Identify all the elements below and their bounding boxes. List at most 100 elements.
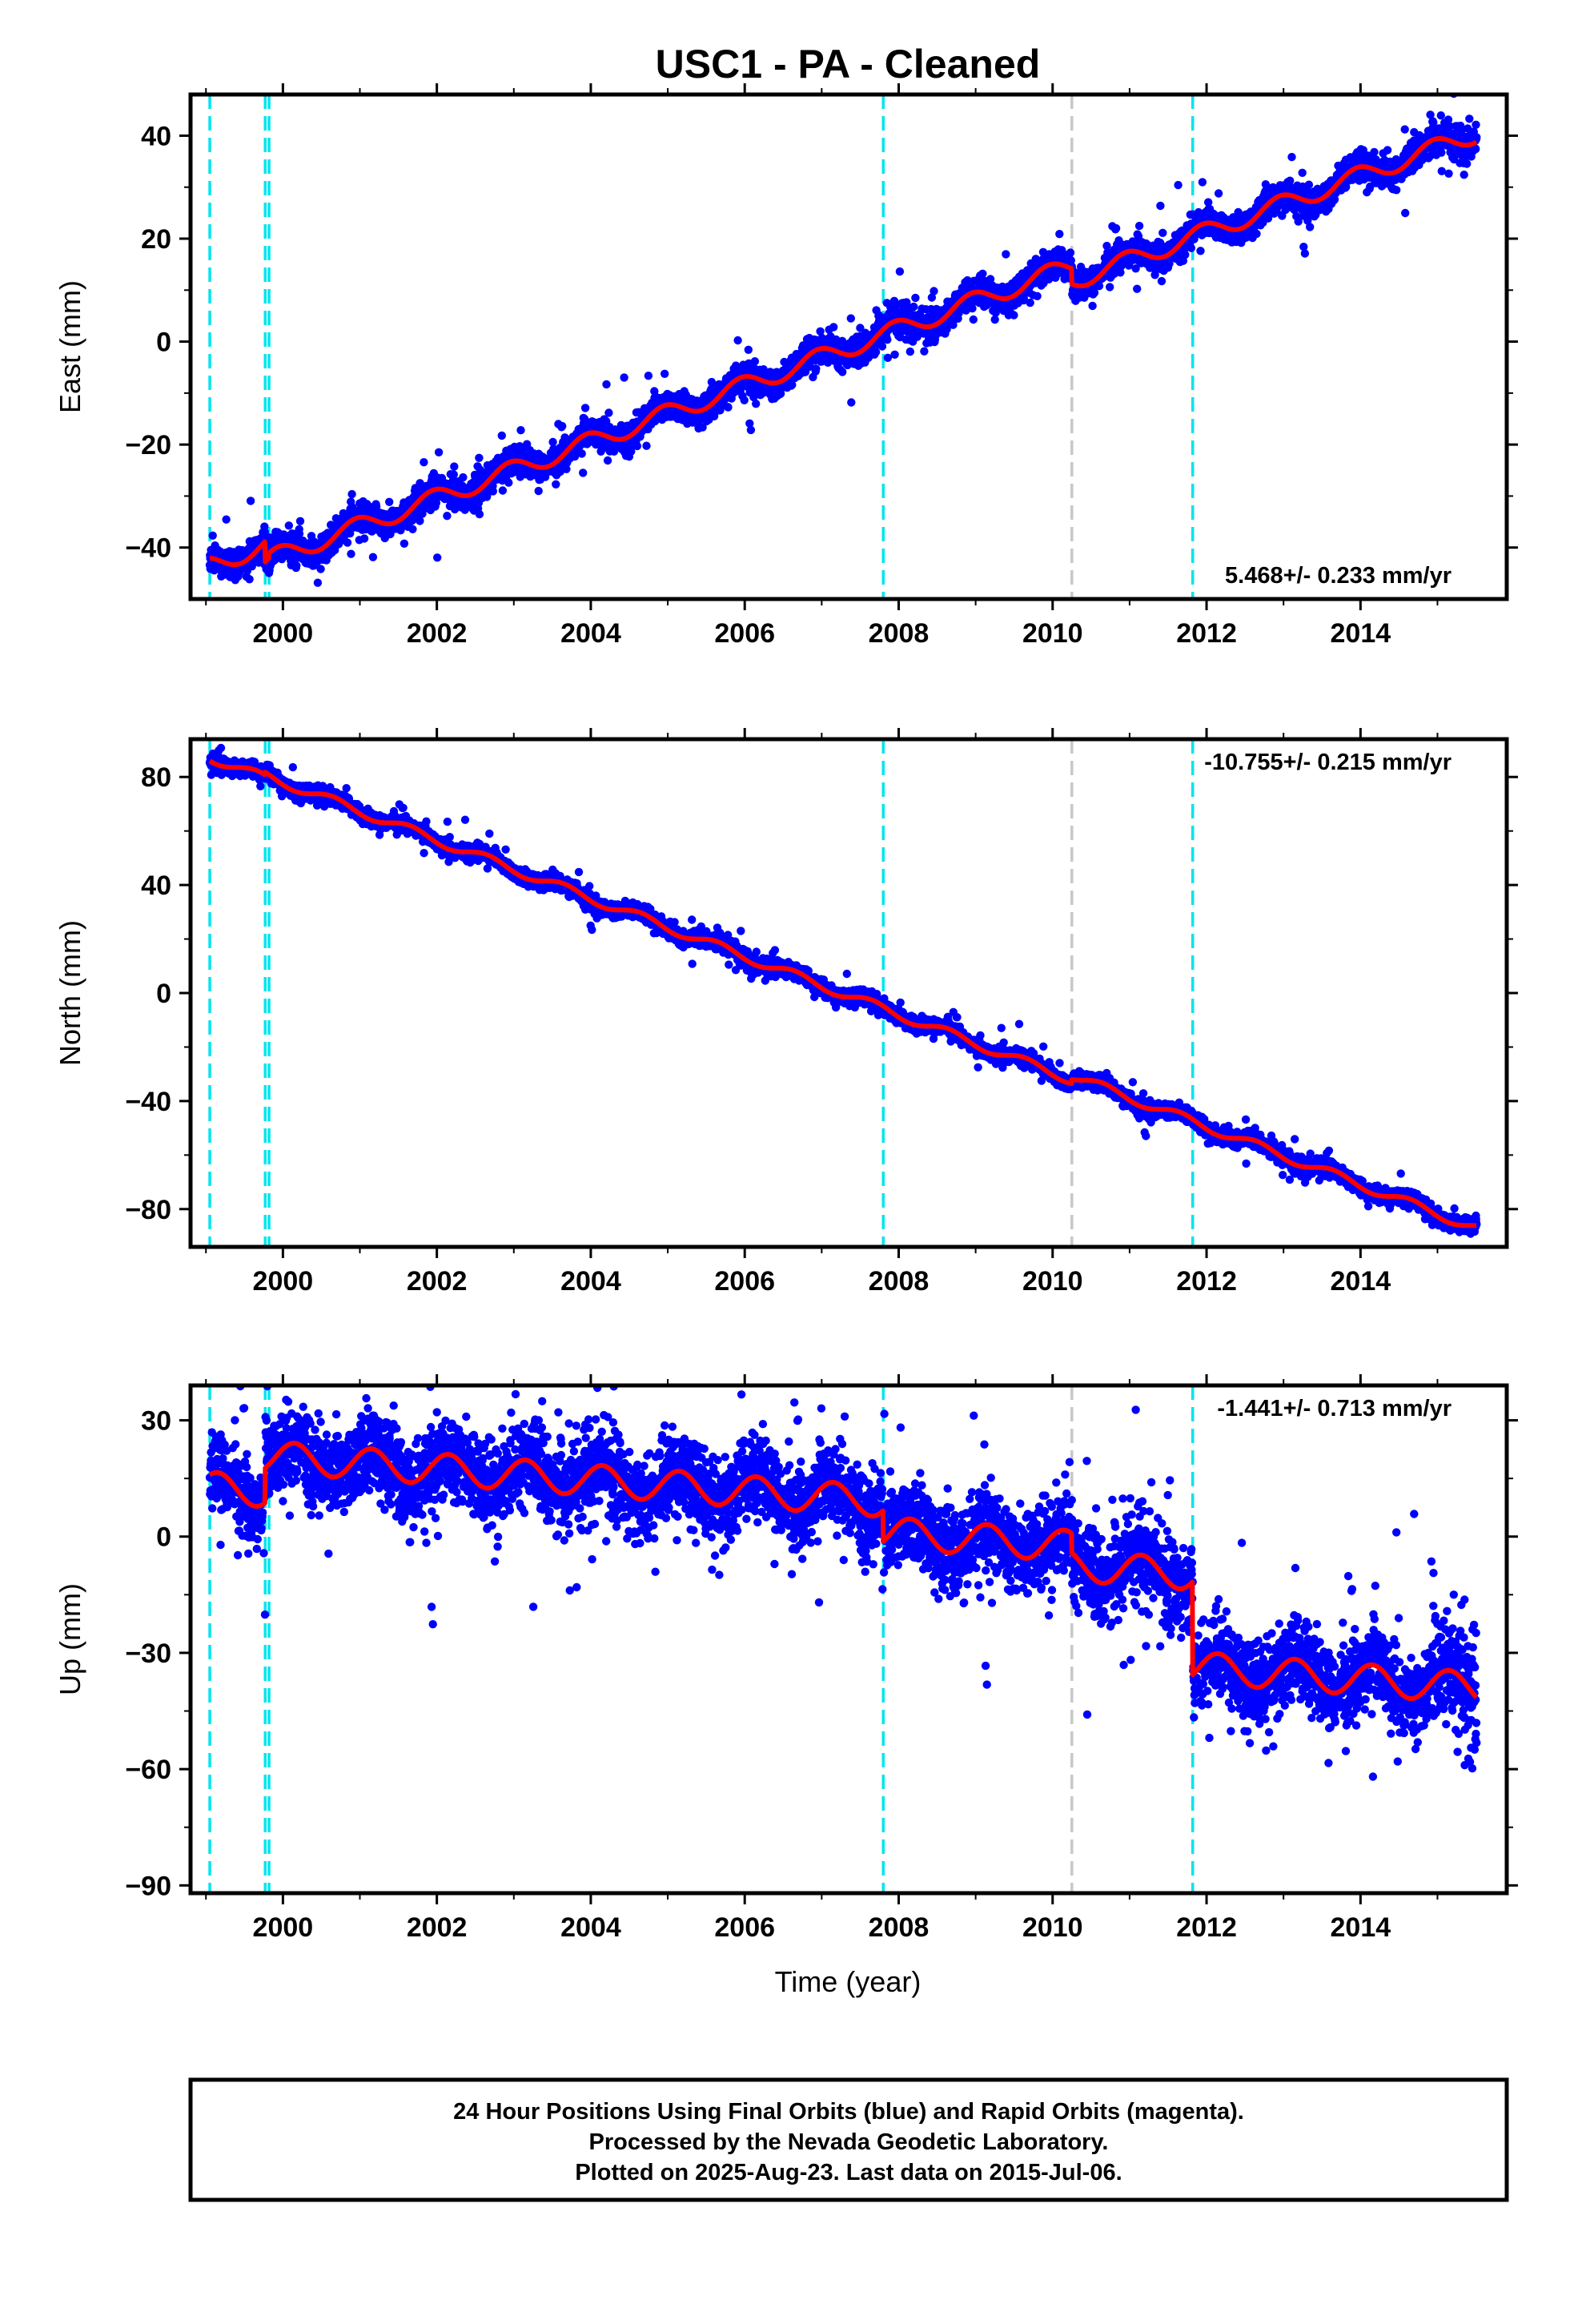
data-point: [883, 336, 892, 344]
data-point: [1287, 152, 1296, 162]
data-point: [347, 489, 356, 499]
panel-east: 2000 2002 2004 2006 2008 2010 2012 2014−40−2002…: [54, 83, 1518, 649]
data-point: [400, 539, 409, 548]
data-point: [1133, 284, 1142, 293]
data-point: [1300, 249, 1310, 258]
data-point: [577, 449, 586, 458]
data-point: [579, 468, 588, 477]
data-point: [1106, 283, 1114, 292]
data-point: [744, 345, 753, 354]
data-point: [620, 373, 628, 382]
data-point: [724, 403, 733, 412]
data-point: [292, 561, 301, 570]
data-point: [450, 462, 459, 471]
data-point: [1252, 229, 1261, 239]
data-point: [359, 534, 369, 543]
data-point: [246, 497, 255, 505]
data-point: [408, 525, 417, 533]
data-point: [475, 509, 484, 519]
data-point: [497, 431, 506, 440]
panels: 2000 2002 2004 2006 2008 2010 2012 2014−40−2002…: [54, 83, 1518, 1943]
data-point: [746, 425, 756, 435]
data-point: [316, 565, 325, 573]
data-point: [208, 531, 217, 540]
data-point: [245, 575, 254, 584]
data-point: [443, 512, 452, 521]
data-point: [968, 304, 977, 313]
data-point: [644, 372, 653, 380]
data-point: [602, 380, 611, 389]
data-point: [1002, 250, 1010, 259]
data-point: [284, 521, 293, 530]
data-point: [812, 364, 821, 373]
data-point: [295, 529, 304, 538]
data-point: [740, 396, 749, 404]
data-point: [488, 487, 497, 496]
data-point: [1055, 230, 1064, 239]
data-point: [1156, 201, 1165, 211]
data-point: [930, 287, 938, 296]
data-point: [222, 515, 231, 524]
data-point: [534, 486, 543, 496]
data-point: [504, 478, 513, 487]
data-point: [1088, 301, 1097, 311]
data-point: [347, 549, 355, 558]
data-point: [449, 470, 458, 479]
data-point: [1026, 298, 1034, 308]
data-point: [1134, 221, 1144, 231]
data-point: [371, 502, 381, 511]
data-point: [604, 408, 613, 417]
data-point: [969, 315, 978, 324]
data-point: [434, 448, 444, 456]
data-point: [433, 553, 442, 562]
data-point: [498, 486, 508, 495]
data-point: [895, 267, 905, 276]
data-point: [829, 323, 838, 332]
data-point: [343, 538, 352, 547]
data-point: [558, 421, 567, 431]
data-point: [1198, 178, 1207, 187]
data-point: [580, 404, 590, 412]
data-point: [905, 347, 915, 356]
data-point: [552, 480, 560, 489]
data-point: [368, 553, 378, 561]
data-point: [661, 369, 669, 378]
data-point: [847, 398, 856, 407]
data-point: [1111, 223, 1121, 233]
data-point: [1298, 168, 1307, 177]
data-point: [1066, 248, 1075, 257]
data-point: [890, 350, 899, 359]
data-point: [385, 497, 394, 506]
data-point: [1157, 276, 1166, 286]
data-point: [459, 472, 468, 482]
data-point: [877, 342, 887, 351]
chart-title: USC1 - PA - Cleaned: [656, 42, 1041, 86]
data-point: [313, 578, 323, 587]
data-point: [1196, 247, 1205, 255]
data-point: [978, 269, 987, 278]
data-point: [1010, 311, 1018, 320]
data-point: [1033, 292, 1042, 300]
data-point: [752, 400, 761, 408]
data-point: [260, 528, 269, 537]
data-point: [1174, 180, 1182, 190]
data-point: [632, 441, 642, 451]
data-point: [911, 293, 920, 303]
data-point: [909, 302, 918, 312]
plot-area: [205, 94, 1481, 599]
data-point: [838, 368, 847, 376]
data-point: [920, 347, 929, 356]
data-point: [1181, 250, 1190, 259]
data-point: [871, 348, 881, 356]
data-point: [331, 545, 339, 555]
data-point: [475, 453, 484, 462]
data-point: [642, 441, 651, 450]
data-point: [733, 336, 742, 345]
data-point: [516, 426, 525, 435]
data-point: [1158, 228, 1167, 237]
data-point: [295, 517, 305, 525]
data-point: [603, 456, 612, 465]
data-point: [346, 529, 355, 538]
data-point: [1186, 243, 1196, 252]
